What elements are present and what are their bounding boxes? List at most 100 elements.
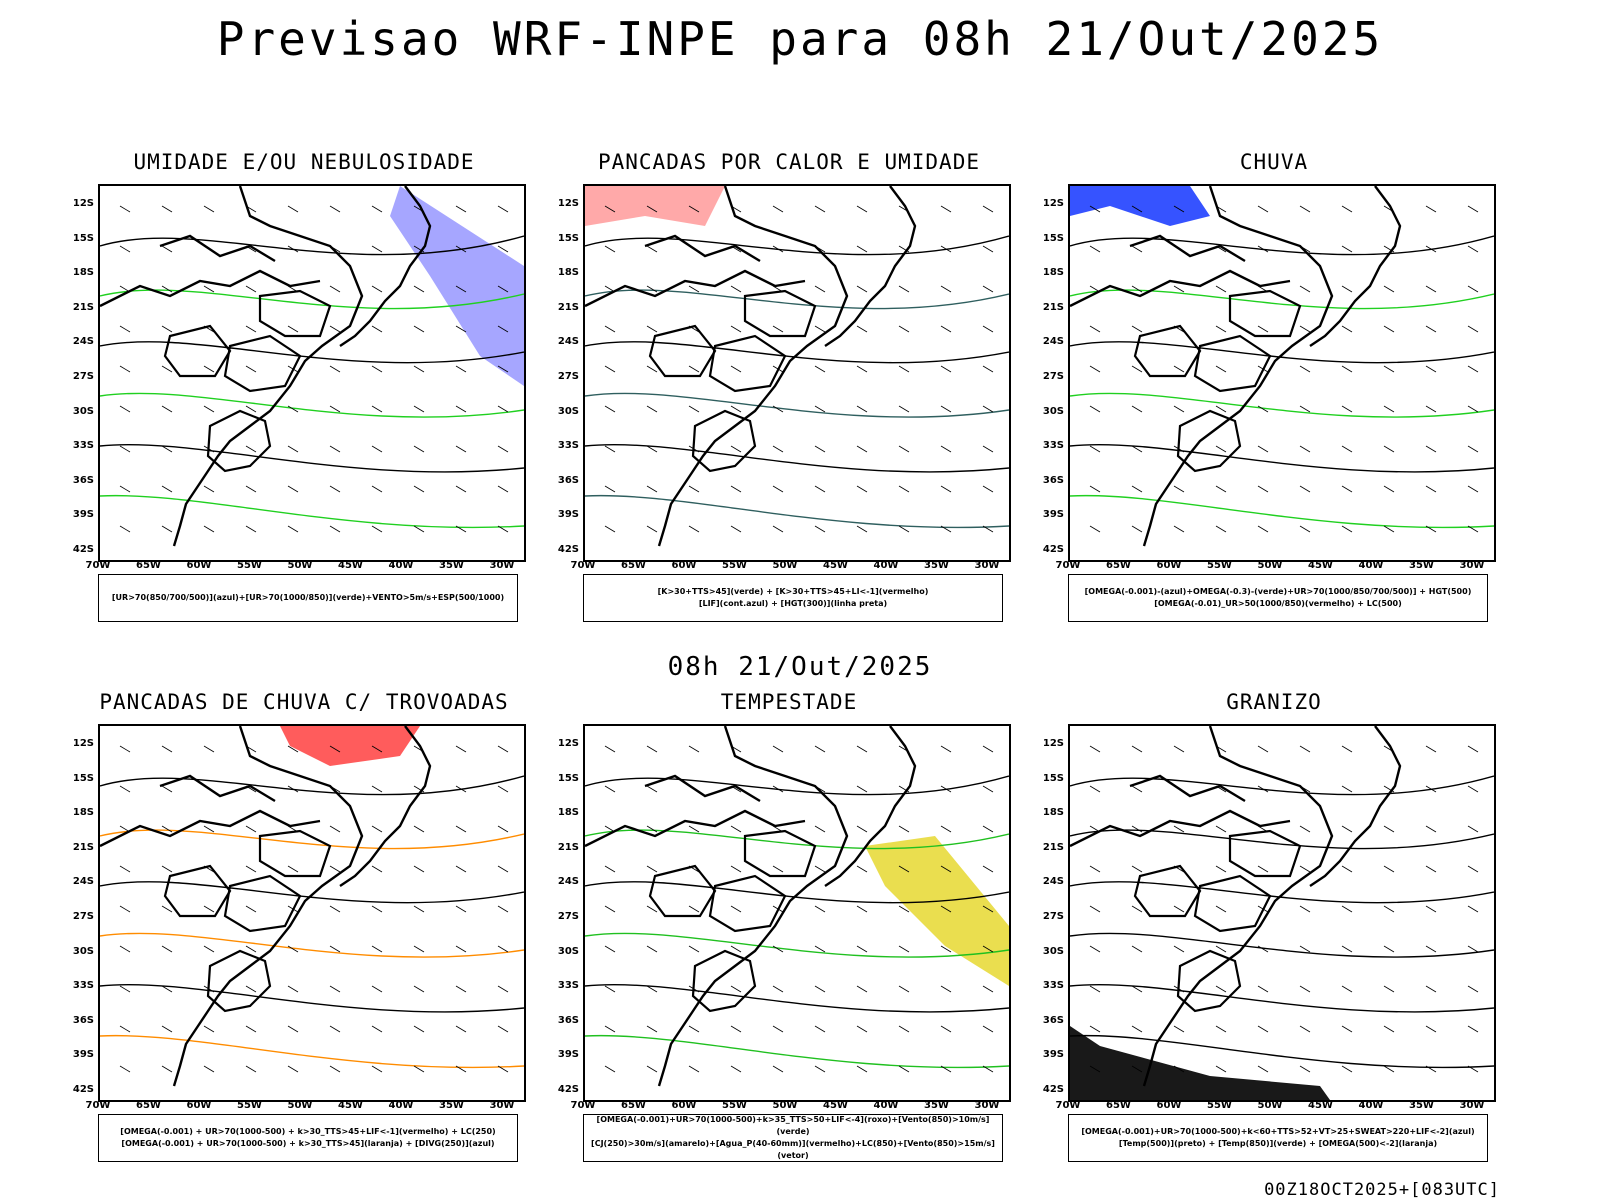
latitude-tick-label: 42S (1042, 544, 1064, 555)
latitude-tick-label: 18S (557, 807, 579, 819)
longitude-tick-label: 60W (186, 1100, 212, 1111)
map-svg (585, 726, 1009, 1087)
latitude-tick-label: 33S (1042, 980, 1064, 992)
longitude-tick-label: 60W (671, 560, 697, 571)
longitude-tick-label: 40W (1358, 1100, 1384, 1111)
longitude-tick-label: 65W (1106, 1100, 1131, 1111)
longitude-tick-label: 50W (287, 1100, 313, 1111)
latitude-tick-label: 24S (1042, 336, 1064, 348)
longitude-tick-label: 40W (873, 1100, 899, 1111)
panel-title: TEMPESTADE (720, 690, 858, 714)
latitude-tick-label: 36S (557, 1014, 579, 1026)
main-title: Previsao WRF-INPE para 08h 21/Out/2025 (216, 12, 1384, 66)
longitude-tick-label: 50W (772, 1100, 798, 1111)
panel-title: CHUVA (1239, 150, 1309, 174)
map-panel: GRANIZO 12S 15S 18S 21S 24S 27S 30S 33S 36S 39S 42S… (1034, 690, 1514, 1170)
legend-box: [UR>70(850/700/500)](azul)+[UR>70(1000/8… (98, 574, 518, 622)
longitude-tick-label: 30W (489, 560, 515, 571)
latitude-tick-label: 24S (1042, 876, 1064, 888)
map-panel: CHUVA 12S 15S 18S 21S 24S 27S 30S 33S 36S 39S 42S 70… (1034, 150, 1514, 630)
latitude-tick-label: 30S (557, 405, 579, 417)
longitude-tick-label: 55W (722, 560, 747, 571)
latitude-tick-label: 12S (1042, 738, 1064, 749)
latitude-tick-label: 33S (1042, 440, 1064, 452)
latitude-tick-label: 12S (557, 198, 579, 209)
map-area (98, 724, 526, 1102)
latitude-tick-label: 18S (1042, 807, 1064, 819)
longitude-tick-label: 40W (388, 1100, 414, 1111)
panel-title: UMIDADE E/OU NEBULOSIDADE (133, 150, 475, 174)
longitude-tick-label: 50W (1257, 560, 1283, 571)
mid-date-label: 08h 21/Out/2025 (667, 652, 933, 682)
latitude-tick-label: 33S (557, 440, 579, 452)
longitude-tick-label: 60W (671, 1100, 697, 1111)
longitude-tick-label: 65W (136, 560, 161, 571)
legend-line: [OMEGA(-0.001) + UR>70(1000-500) + k>30_… (121, 1139, 495, 1148)
latitude-tick-label: 39S (72, 1049, 94, 1061)
longitude-tick-label: 70W (85, 1100, 111, 1111)
latitude-tick-label: 12S (1042, 198, 1064, 209)
longitude-tick-label: 50W (772, 560, 798, 571)
longitude-tick-label: 55W (722, 1100, 747, 1111)
latitude-tick-label: 39S (72, 509, 94, 521)
latitude-tick-label: 30S (72, 945, 94, 957)
longitude-tick-label: 55W (237, 560, 262, 571)
latitude-tick-label: 24S (557, 336, 579, 348)
panel-title: GRANIZO (1226, 690, 1322, 714)
latitude-tick-label: 21S (72, 841, 94, 853)
longitude-tick-label: 40W (873, 560, 899, 571)
latitude-tick-label: 15S (1042, 232, 1064, 244)
longitude-tick-label: 45W (338, 560, 363, 571)
longitude-tick-label: 45W (1308, 1100, 1333, 1111)
longitude-tick-label: 55W (1207, 560, 1232, 571)
latitude-tick-label: 18S (72, 267, 94, 279)
map-panel: TEMPESTADE 12S 15S 18S 21S 24S 27S 30S 33S 36S 39S… (549, 690, 1029, 1170)
latitude-tick-label: 27S (1042, 911, 1064, 922)
legend-line: [Temp(500)](preto) + [Temp(850)](verde) … (1118, 1139, 1438, 1148)
latitude-tick-label: 18S (1042, 267, 1064, 279)
longitude-tick-label: 30W (489, 1100, 515, 1111)
latitude-tick-label: 21S (72, 301, 94, 313)
latitude-tick-label: 30S (557, 945, 579, 957)
longitude-tick-label: 40W (1358, 560, 1384, 571)
map-area (583, 184, 1011, 562)
legend-line: [OMEGA(-0.001)+UR>70(1000-500)+k<60+TTS>… (1081, 1127, 1475, 1136)
map-panel: PANCADAS DE CHUVA C/ TROVOADAS 12S 15S 18S 2… (64, 690, 544, 1170)
longitude-tick-label: 70W (570, 1100, 596, 1111)
longitude-tick-label: 35W (924, 1100, 949, 1111)
longitude-tick-label: 50W (1257, 1100, 1283, 1111)
latitude-tick-label: 33S (557, 980, 579, 992)
longitude-tick-label: 35W (439, 1100, 464, 1111)
legend-line: [UR>70(850/700/500)](azul)+[UR>70(1000/8… (111, 593, 505, 602)
longitude-tick-label: 65W (136, 1100, 161, 1111)
latitude-tick-label: 33S (72, 440, 94, 452)
latitude-tick-label: 24S (72, 336, 94, 348)
map-svg (585, 186, 1009, 547)
longitude-tick-label: 55W (237, 1100, 262, 1111)
latitude-tick-label: 18S (72, 807, 94, 819)
longitude-tick-label: 45W (1308, 560, 1333, 571)
longitude-tick-label: 70W (1055, 560, 1081, 571)
longitude-tick-label: 60W (1156, 560, 1182, 571)
latitude-tick-label: 39S (557, 1049, 579, 1061)
legend-line: [OMEGA(-0.001) + UR>70(1000-500) + k>30_… (120, 1127, 496, 1136)
longitude-tick-label: 35W (1409, 560, 1434, 571)
footer-timestamp: 00Z18OCT2025+[083UTC] (1264, 1180, 1500, 1200)
legend-box: [K>30+TTS>45](verde) + [K>30+TTS>45+LI<-… (583, 574, 1003, 622)
legend-line: [OMEGA(-0.001)+UR>70(1000-500)+k>35_TTS>… (596, 1115, 990, 1136)
latitude-tick-label: 42S (1042, 1084, 1064, 1095)
longitude-tick-label: 70W (1055, 1100, 1081, 1111)
latitude-tick-label: 39S (1042, 1049, 1064, 1061)
longitude-tick-label: 30W (974, 560, 1000, 571)
legend-box: [OMEGA(-0.001)-(azul)+OMEGA(-0.3)-(verde… (1068, 574, 1488, 622)
longitude-tick-label: 35W (439, 560, 464, 571)
latitude-tick-label: 27S (72, 911, 94, 922)
map-area (1068, 184, 1496, 562)
latitude-tick-label: 21S (557, 301, 579, 313)
legend-line: [OMEGA(-0.001)-(azul)+OMEGA(-0.3)-(verde… (1084, 587, 1472, 596)
longitude-tick-label: 70W (85, 560, 111, 571)
longitude-tick-label: 45W (823, 1100, 848, 1111)
map-area (583, 724, 1011, 1102)
panel-title: PANCADAS POR CALOR E UMIDADE (597, 150, 980, 174)
longitude-tick-label: 45W (338, 1100, 363, 1111)
